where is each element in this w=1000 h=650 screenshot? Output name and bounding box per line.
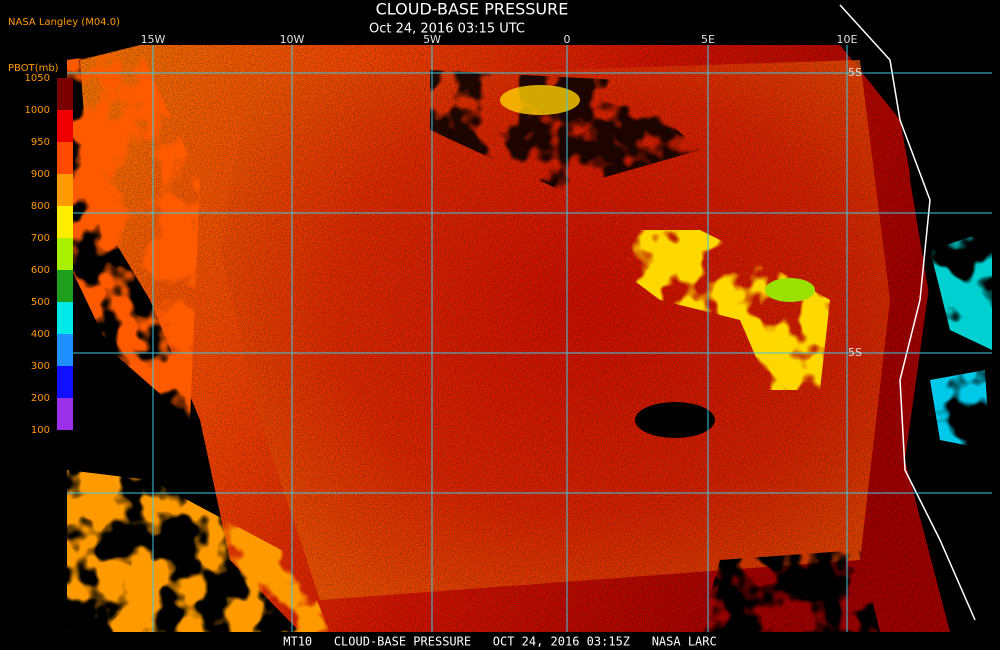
colorbar-label: 200 [31, 393, 50, 404]
colorbar-label: 300 [31, 361, 50, 372]
colorbar-label: 400 [31, 329, 50, 340]
colorbar-label: 600 [31, 265, 50, 276]
colorbar-segment [57, 142, 73, 174]
longitude-label: 5E [701, 33, 715, 46]
longitude-label: 5W [423, 33, 441, 46]
colorbar-label: 800 [31, 201, 50, 212]
colorbar-segment [57, 206, 73, 238]
colorbar-segment [57, 110, 73, 142]
colorbar-label: 100 [31, 425, 50, 436]
graticule: 15W 10W 5W 0 5E 10E 5S 5S [67, 33, 992, 632]
colorbar-segment [57, 302, 73, 334]
latitude-label: 5S [848, 346, 862, 359]
colorbar-label: 500 [31, 297, 50, 308]
colorbar: 1050 1000 950 900 800 700 600 500 400 300 200 100 [25, 73, 73, 436]
footer: MT10 CLOUD-BASE PRESSURE OCT 24, 2016 03… [283, 635, 716, 649]
longitude-label: 10W [280, 33, 305, 46]
colorbar-segment [57, 398, 73, 430]
colorbar-segment [57, 238, 73, 270]
colorbar-label: 950 [31, 137, 50, 148]
imagery [67, 4, 992, 633]
longitude-label: 10E [837, 33, 858, 46]
colorbar-segment [57, 78, 73, 110]
colorbar-segment [57, 174, 73, 206]
colorbar-label: 700 [31, 233, 50, 244]
colorbar-label: 1050 [25, 73, 50, 84]
title: CLOUD-BASE PRESSURE [376, 0, 569, 19]
longitude-label: 0 [564, 33, 571, 46]
colorbar-segment [57, 270, 73, 302]
latitude-label: 5S [848, 66, 862, 79]
colorbar-label: 900 [31, 169, 50, 180]
colorbar-segment [57, 334, 73, 366]
colorbar-label: 1000 [25, 105, 50, 116]
source-label: NASA Langley (M04.0) [8, 17, 120, 28]
longitude-label: 15W [141, 33, 166, 46]
colorbar-segment [57, 366, 73, 398]
colorbar-title: PBOT(mb) [8, 63, 59, 74]
timestamp: Oct 24, 2016 03:15 UTC [369, 22, 525, 37]
